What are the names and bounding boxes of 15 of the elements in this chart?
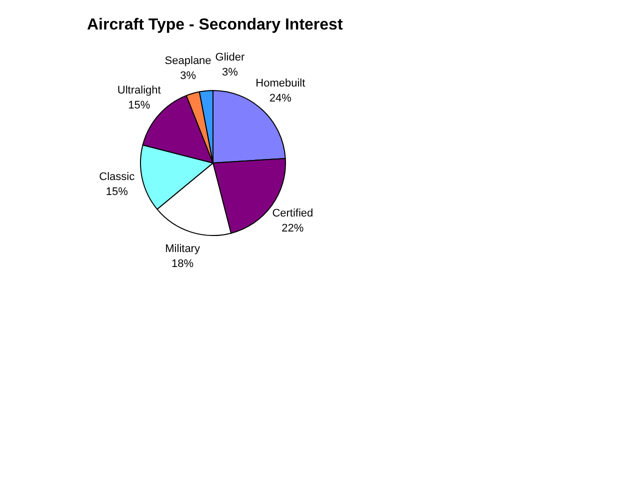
chart-title: Aircraft Type - Secondary Interest: [87, 16, 344, 34]
slice-label: Glider: [215, 51, 245, 64]
data-label: 15%: [106, 186, 128, 198]
slice-label: Seaplane: [164, 54, 212, 67]
slice-label: Classic: [99, 171, 136, 184]
slice-label: Homebuilt: [256, 78, 306, 90]
data-label: 18%: [172, 258, 194, 270]
data-label: 15%: [128, 99, 150, 112]
data-label: 3%: [222, 66, 238, 78]
data-label: 24%: [269, 92, 292, 105]
slice-label: Ultralight: [117, 84, 161, 96]
data-label: 3%: [180, 70, 196, 82]
slice-label: Military: [165, 243, 200, 256]
slice-label: Certified: [272, 207, 314, 220]
data-label: 22%: [282, 222, 304, 234]
